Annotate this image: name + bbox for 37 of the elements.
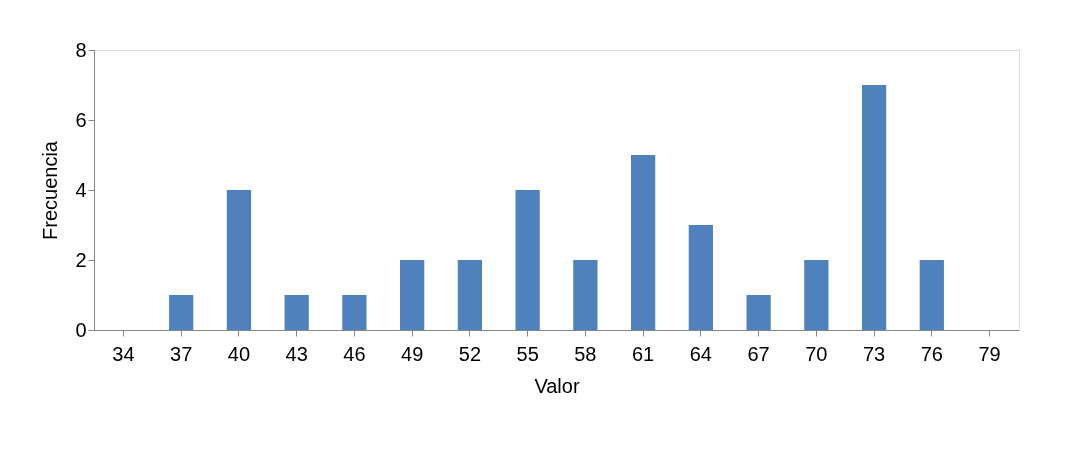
bar	[169, 295, 194, 330]
bar	[630, 155, 656, 330]
y-tick-label: 6	[75, 108, 87, 131]
x-tick-label: 79	[978, 342, 1001, 365]
x-tick-label: 46	[343, 342, 366, 365]
bar	[573, 260, 598, 330]
y-tick-label: 8	[75, 38, 87, 61]
x-tick-label: 55	[516, 342, 539, 365]
y-tick-label: 2	[75, 248, 87, 271]
x-tick-label: 73	[862, 342, 886, 365]
bar	[400, 260, 425, 330]
x-axis-title: Valor	[534, 374, 580, 397]
bar	[515, 190, 540, 330]
bar	[342, 295, 367, 330]
x-tick-label: 40	[227, 342, 251, 365]
x-tick-label: 64	[689, 342, 712, 365]
x-tick-label: 52	[458, 342, 482, 365]
y-axis-title: Frecuencia	[39, 140, 62, 240]
x-tick-label: 76	[920, 342, 943, 365]
bar	[688, 225, 713, 330]
bar	[861, 85, 887, 330]
y-tick-label: 4	[75, 178, 87, 201]
x-tick-label: 67	[747, 342, 770, 365]
bar	[804, 260, 829, 330]
bar	[284, 295, 309, 330]
x-tick-label: 43	[285, 342, 308, 365]
bar	[746, 295, 771, 330]
bar	[457, 260, 483, 330]
bar	[226, 190, 252, 330]
x-tick-label: 58	[574, 342, 597, 365]
y-tick-label: 0	[75, 318, 87, 341]
x-tick-label: 61	[631, 342, 655, 365]
x-tick-label: 37	[170, 342, 193, 365]
x-tick-label: 49	[401, 342, 424, 365]
bar	[919, 260, 944, 330]
x-tick-label: 34	[112, 342, 135, 365]
x-tick-label: 70	[805, 342, 828, 365]
